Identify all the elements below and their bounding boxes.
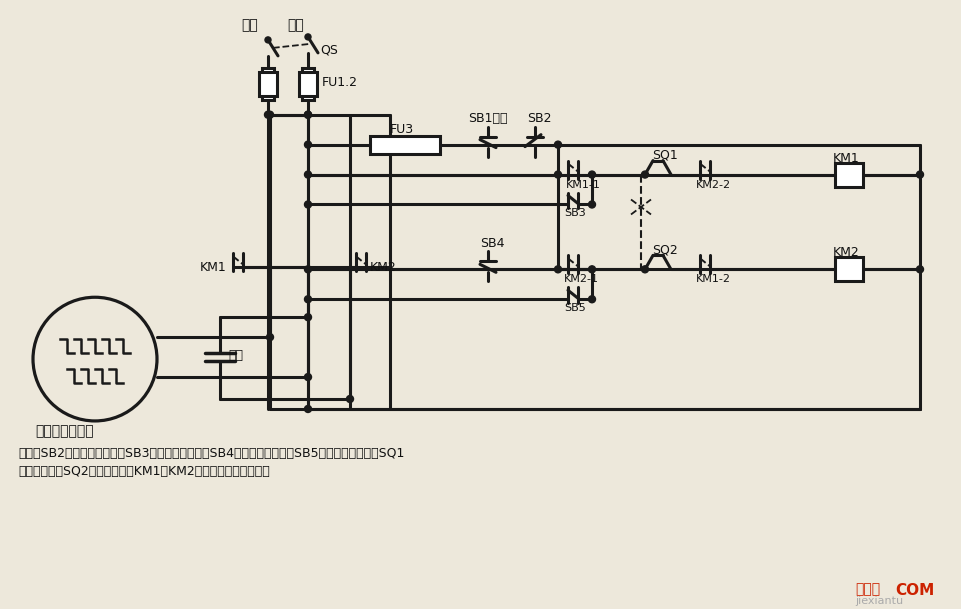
Text: FU1.2: FU1.2 (322, 76, 357, 89)
Circle shape (305, 141, 311, 148)
Text: SB4: SB4 (480, 238, 504, 250)
Circle shape (588, 266, 595, 273)
Text: SQ1: SQ1 (652, 149, 678, 161)
Text: jiexiantu: jiexiantu (854, 596, 902, 607)
Text: KM1-1: KM1-1 (565, 180, 601, 189)
Circle shape (916, 266, 923, 273)
Circle shape (305, 373, 311, 381)
Circle shape (305, 296, 311, 303)
Circle shape (264, 111, 271, 118)
Circle shape (588, 171, 595, 178)
Text: QS: QS (320, 44, 337, 57)
Circle shape (916, 171, 923, 178)
Circle shape (346, 395, 353, 403)
Text: 火线: 火线 (241, 18, 259, 32)
Bar (259, 72, 277, 96)
Text: 单相电容电动机: 单相电容电动机 (35, 424, 93, 438)
Text: KM2-1: KM2-1 (563, 274, 599, 284)
Circle shape (266, 111, 273, 118)
Text: KM1: KM1 (832, 152, 859, 164)
Bar (834, 258, 862, 281)
Circle shape (305, 111, 311, 118)
Circle shape (641, 171, 648, 178)
Circle shape (554, 141, 561, 148)
Text: KM2-2: KM2-2 (695, 180, 730, 189)
Circle shape (305, 34, 310, 40)
Bar (261, 68, 274, 100)
Bar (299, 72, 317, 96)
Circle shape (305, 201, 311, 208)
Circle shape (554, 171, 561, 178)
Text: KM2: KM2 (832, 247, 859, 259)
Text: SB2: SB2 (527, 111, 551, 125)
Circle shape (588, 201, 595, 208)
Text: FU3: FU3 (389, 122, 413, 136)
Text: KM2: KM2 (370, 261, 396, 274)
Text: KM1: KM1 (200, 261, 227, 274)
Circle shape (305, 406, 311, 412)
Text: 说明：SB2为上升启动按鈕，SB3为上升点动按鈕，SB4为下降启动按鈕，SB5为下降点动按鈕；SQ1: 说明：SB2为上升启动按鈕，SB3为上升点动按鈕，SB4为下降启动按鈕，SB5为… (18, 447, 404, 460)
Text: COM: COM (894, 583, 933, 597)
Text: SB1停止: SB1停止 (467, 111, 507, 125)
Circle shape (554, 266, 561, 273)
Text: SB3: SB3 (563, 208, 585, 219)
Circle shape (305, 314, 311, 321)
Bar (370, 136, 439, 153)
Bar (834, 163, 862, 186)
Circle shape (588, 296, 595, 303)
Text: 接线图: 接线图 (854, 583, 879, 597)
Circle shape (305, 171, 311, 178)
Text: KM1-2: KM1-2 (695, 274, 730, 284)
Text: 电容: 电容 (228, 349, 243, 362)
Circle shape (305, 111, 311, 118)
Text: SQ2: SQ2 (652, 244, 678, 256)
Text: SB5: SB5 (563, 303, 585, 313)
Text: 为最高限位，SQ2为最低限位。KM1、KM2可用中间继电器代替。: 为最高限位，SQ2为最低限位。KM1、KM2可用中间继电器代替。 (18, 465, 269, 478)
Circle shape (641, 266, 648, 273)
Bar (302, 68, 313, 100)
Text: 零线: 零线 (287, 18, 304, 32)
Circle shape (264, 37, 271, 43)
Circle shape (266, 334, 273, 340)
Circle shape (305, 266, 311, 273)
